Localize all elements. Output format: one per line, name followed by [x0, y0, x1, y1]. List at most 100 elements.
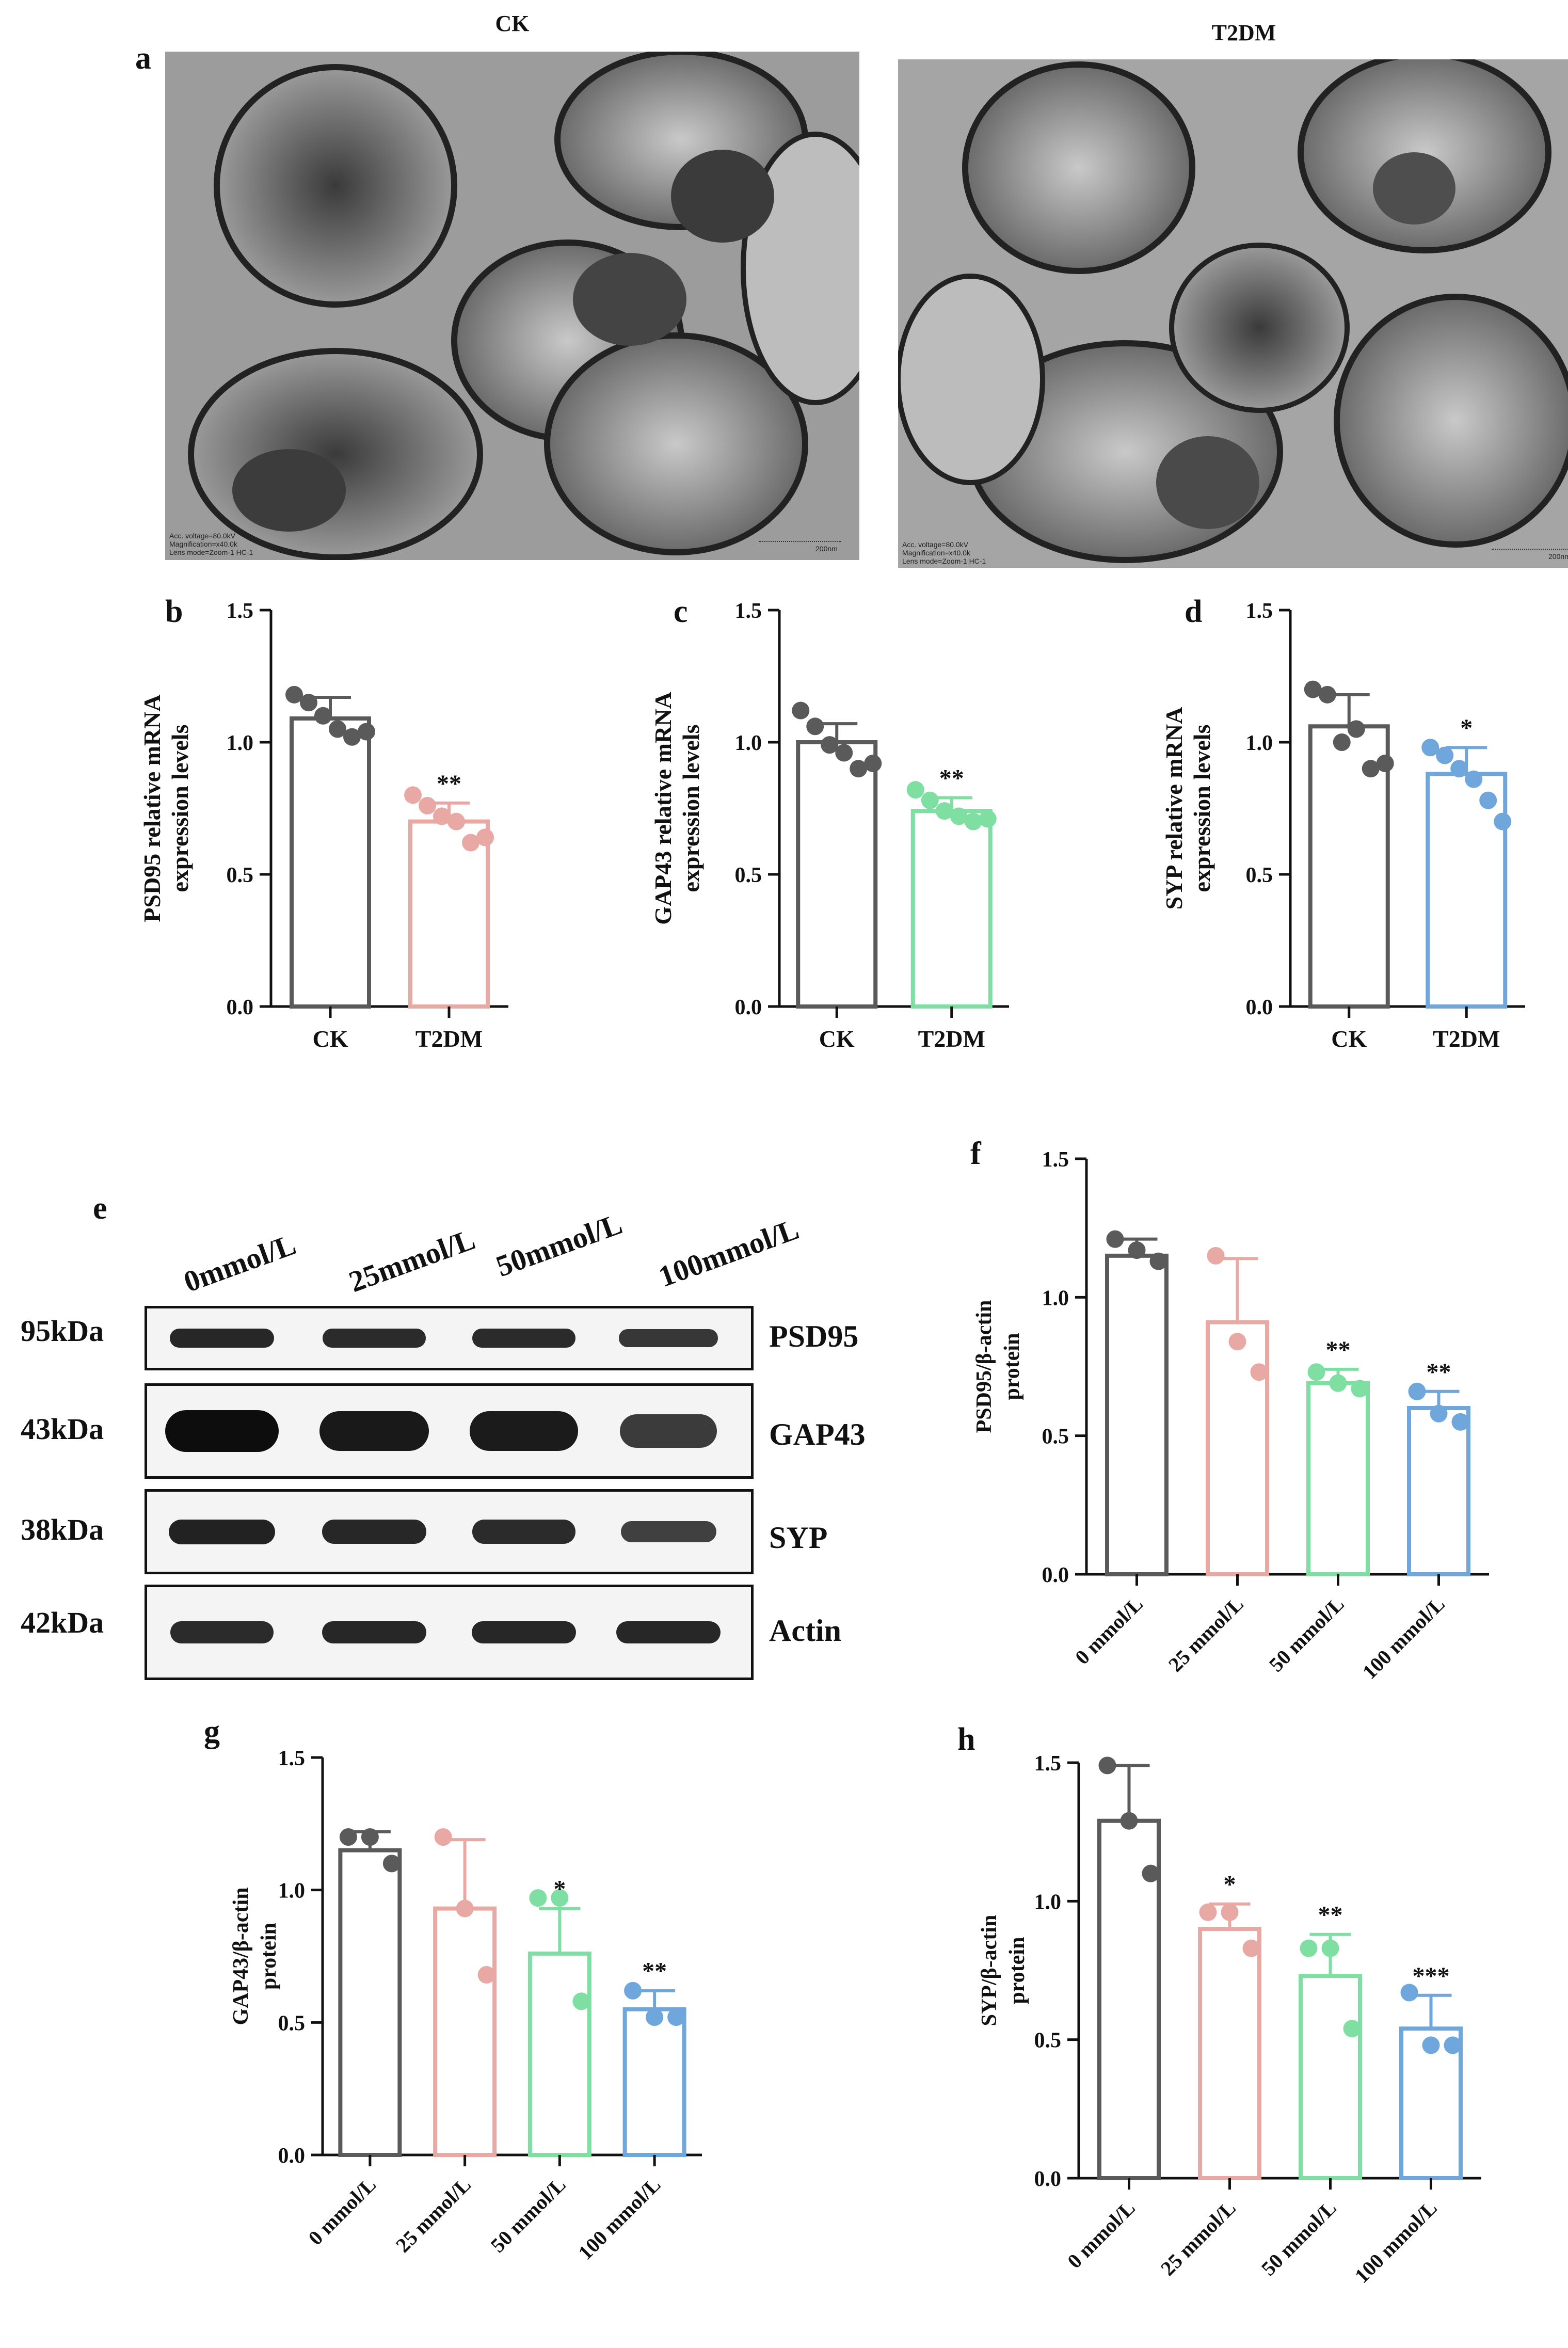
data-point-d-0: [1333, 733, 1351, 751]
data-point-c-1: [950, 807, 968, 825]
data-point-c-0: [792, 701, 810, 720]
data-point-f-1: [1228, 1333, 1246, 1351]
x-tick-label-h: 100 mmol/L: [1350, 2196, 1442, 2288]
x-tick-label-b: T2DM: [415, 1026, 483, 1052]
band-gap43-lane-2: [469, 1411, 579, 1451]
bar-f-3: [1407, 1406, 1470, 1576]
data-point-g-3: [667, 2008, 685, 2026]
band-syp-lane-2: [472, 1520, 576, 1544]
y-tick-label-g: 1.5: [278, 1747, 306, 1770]
data-point-d-0: [1304, 680, 1322, 698]
data-point-d-1: [1479, 791, 1497, 809]
protein-label-gap43: GAP43: [769, 1417, 866, 1451]
data-point-g-0: [339, 1828, 357, 1846]
y-axis-label-g: protein: [257, 1923, 281, 1990]
y-axis-label-h: SYP/β-actin: [978, 1915, 1001, 2026]
significance-g-3: **: [642, 1958, 667, 1985]
y-axis-label-g: GAP43/β-actin: [229, 1887, 253, 2025]
band-actin-lane-0: [170, 1621, 274, 1643]
data-point-g-2: [529, 1889, 547, 1907]
significance-h-2: **: [1318, 1902, 1343, 1929]
x-tick-label-h: 0 mmol/L: [1063, 2196, 1140, 2273]
data-point-c-1: [979, 810, 997, 828]
data-point-f-2: [1307, 1363, 1325, 1381]
data-point-c-0: [806, 717, 824, 736]
x-tick-label-d: T2DM: [1433, 1026, 1500, 1052]
em-texture-t2dm: [898, 59, 1568, 568]
data-point-c-1: [921, 791, 939, 809]
data-point-h-1: [1199, 1903, 1217, 1921]
y-tick-label-c: 1.5: [735, 599, 762, 623]
y-tick-label-d: 1.0: [1246, 731, 1273, 755]
data-point-f-0: [1128, 1241, 1146, 1259]
significance-g-2: *: [553, 1876, 566, 1903]
data-point-c-1: [935, 802, 953, 820]
data-point-f-1: [1207, 1247, 1225, 1265]
data-point-f-1: [1250, 1363, 1268, 1381]
y-axis-label-c: GAP43 relative mRNA: [650, 692, 676, 924]
y-tick-label-c: 1.0: [735, 731, 762, 755]
band-gap43-lane-3: [619, 1414, 717, 1448]
y-tick-label-b: 1.5: [227, 599, 254, 623]
data-point-c-0: [835, 744, 853, 762]
bar-g-2: [527, 1951, 591, 2158]
bar-g-3: [622, 2007, 686, 2158]
data-point-d-1: [1465, 770, 1483, 788]
bar-f-2: [1306, 1381, 1370, 1576]
data-point-g-2: [572, 1992, 590, 2010]
band-psd95-lane-0: [169, 1328, 275, 1348]
bar-b-0: [290, 716, 371, 1009]
panel-label-b: b: [165, 594, 183, 629]
panel-label-d: d: [1185, 594, 1202, 629]
data-point-c-0: [821, 736, 839, 754]
em-info-t2dm: Acc. voltage=80.0kV Magnification=x40.0k…: [902, 540, 986, 566]
band-gap43-lane-0: [165, 1410, 279, 1452]
data-point-b-1: [462, 834, 479, 852]
data-point-b-1: [419, 796, 436, 814]
chart-g: g 0.0 0.5 1.0 1.5 GAP43/β-actin protein 0 mmol/…: [204, 1714, 702, 2264]
significance-f-2: **: [1326, 1336, 1351, 1364]
data-point-h-3: [1444, 2036, 1462, 2054]
data-point-b-0: [358, 723, 375, 741]
y-axis-label-c: expression levels: [678, 725, 704, 892]
bar-c-0: [796, 740, 878, 1009]
scale-bar-t2dm: [1492, 544, 1568, 550]
em-title-ck: CK: [495, 11, 530, 36]
panel-label-a: a: [135, 41, 151, 76]
chart-d: d 0.0 0.5 1.0 1.5 SYP relative mRNA expression…: [1161, 594, 1525, 1052]
band-psd95-lane-2: [472, 1329, 576, 1348]
bar-f-1: [1206, 1320, 1269, 1576]
panel-label-g: g: [204, 1714, 220, 1749]
data-point-d-1: [1421, 739, 1439, 757]
scale-label-ck: 200nm: [815, 545, 838, 553]
em-title-t2dm: T2DM: [1211, 20, 1276, 45]
data-point-d-1: [1494, 812, 1512, 830]
kda-label-gap43: 43kDa: [21, 1412, 104, 1446]
data-point-g-2: [551, 1889, 569, 1907]
data-point-d-0: [1318, 685, 1336, 704]
data-point-f-0: [1149, 1252, 1167, 1270]
significance-h-1: *: [1224, 1871, 1236, 1898]
y-axis-label-d: expression levels: [1189, 725, 1215, 892]
x-tick-label-g: 0 mmol/L: [303, 2173, 380, 2250]
bar-h-2: [1299, 1974, 1362, 2181]
kda-label-syp: 38kDa: [21, 1513, 104, 1546]
data-point-g-3: [624, 1982, 642, 2000]
significance-d-1: *: [1460, 714, 1473, 742]
y-tick-label-b: 0.5: [227, 864, 254, 887]
data-point-d-0: [1376, 754, 1394, 772]
y-axis-label-h: protein: [1005, 1937, 1029, 2004]
blot-syp: [145, 1489, 754, 1574]
band-actin-lane-2: [471, 1621, 577, 1643]
y-tick-label-h: 0.0: [1034, 2167, 1062, 2191]
em-image-t2dm: Acc. voltage=80.0kV Magnification=x40.0k…: [898, 59, 1568, 568]
bar-d-1: [1426, 772, 1508, 1009]
band-psd95-lane-3: [619, 1329, 718, 1347]
data-point-d-1: [1450, 760, 1468, 778]
significance-c-1: **: [939, 765, 964, 792]
band-syp-lane-3: [620, 1521, 716, 1542]
data-point-g-1: [477, 1966, 495, 1984]
scale-label-t2dm: 200nm: [1548, 552, 1568, 561]
data-point-g-0: [361, 1828, 379, 1846]
x-tick-label-g: 100 mmol/L: [573, 2173, 665, 2264]
